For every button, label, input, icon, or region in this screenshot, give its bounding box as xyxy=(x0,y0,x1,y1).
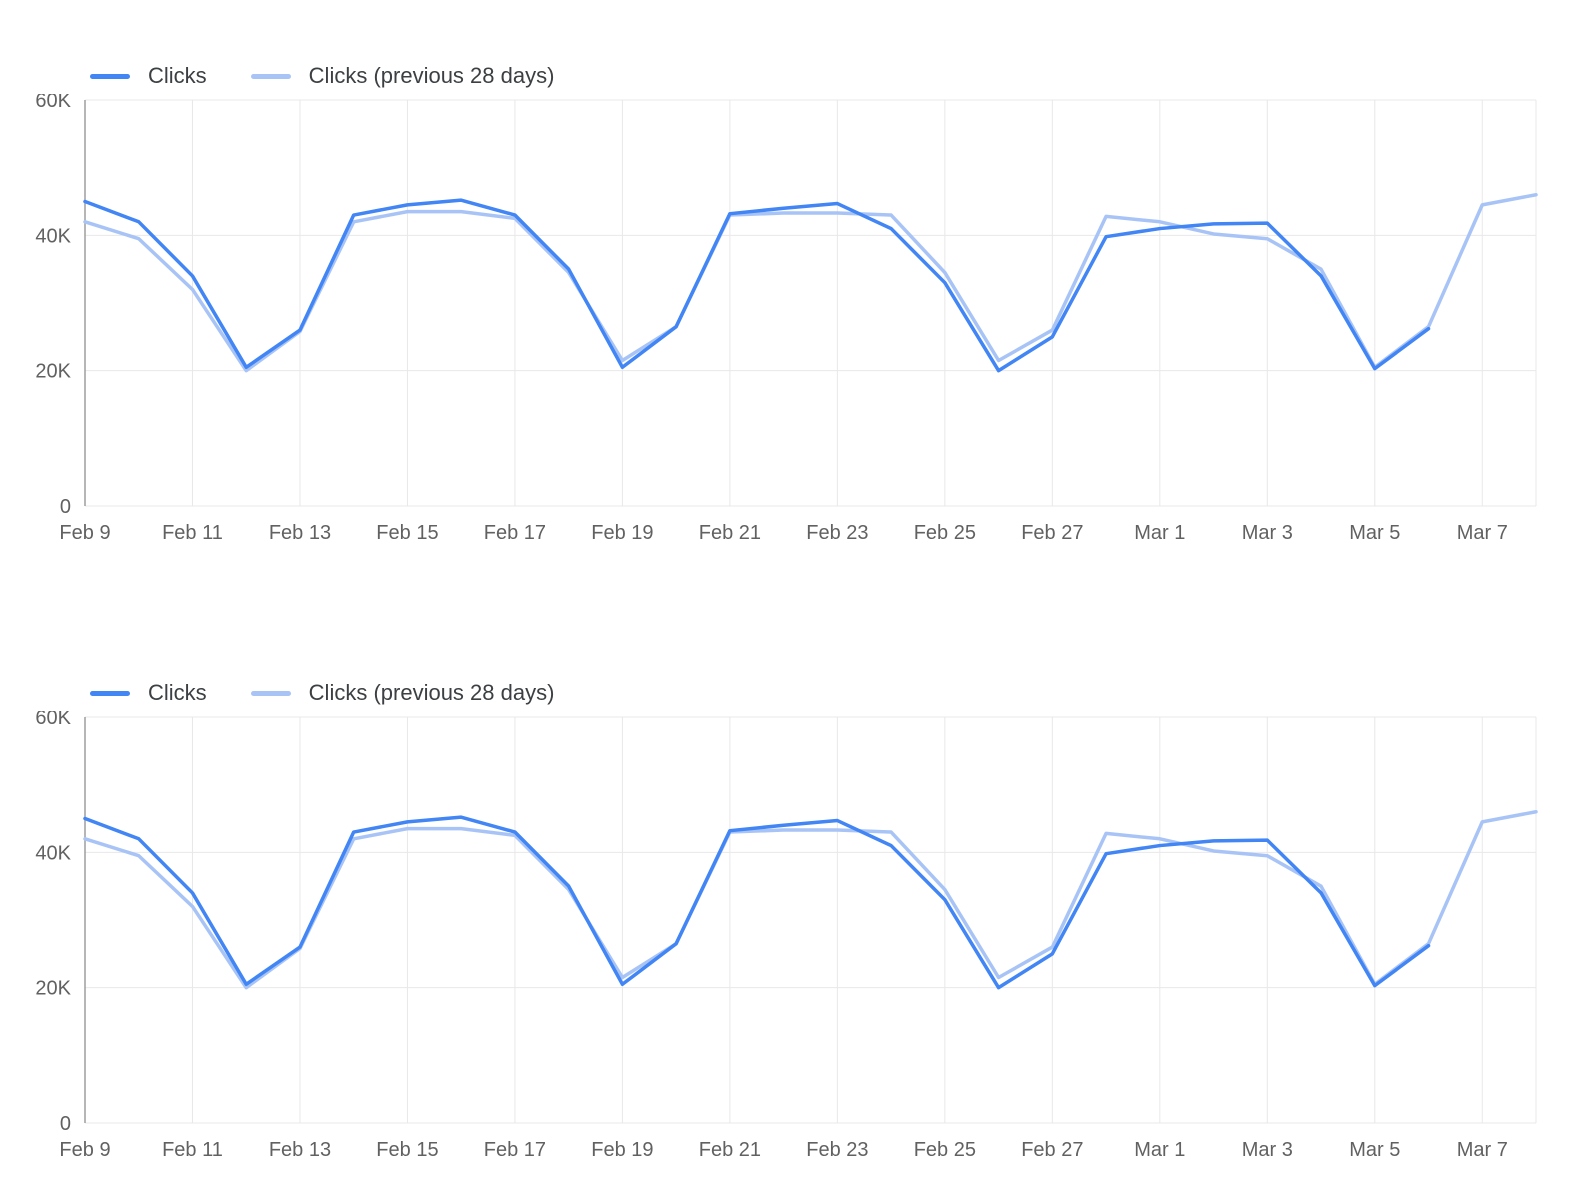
x-tick-label: Mar 3 xyxy=(1242,522,1293,544)
clicks-comparison-chart-bottom: Clicks Clicks (previous 28 days) Feb 9 Fe… xyxy=(0,675,1572,1181)
line-chart-canvas[interactable]: Feb 9 Feb 11 Feb 13 Feb 15 Feb 17 Feb 19 Feb 2… xyxy=(0,711,1572,1181)
legend-item-clicks[interactable]: Clicks xyxy=(90,682,207,704)
clicks-previous-series-swatch xyxy=(250,690,291,696)
clicks-previous-series-swatch xyxy=(250,73,291,79)
x-tick-label: Feb 11 xyxy=(162,522,223,544)
y-tick-label: 20K xyxy=(35,361,71,383)
x-tick-label: Feb 23 xyxy=(806,1139,868,1161)
x-tick-label: Feb 25 xyxy=(914,522,976,544)
chart-legend: Clicks Clicks (previous 28 days) xyxy=(0,675,1572,711)
x-tick-label: Feb 19 xyxy=(591,522,653,544)
x-tick-label: Mar 5 xyxy=(1349,1139,1400,1161)
y-tick-label: 40K xyxy=(35,225,71,247)
y-tick-label: 20K xyxy=(35,978,71,1000)
x-tick-label: Mar 5 xyxy=(1349,522,1400,544)
y-tick-label: 60K xyxy=(35,711,71,729)
x-tick-label: Feb 13 xyxy=(269,522,331,544)
legend-label-clicks-previous: Clicks (previous 28 days) xyxy=(308,63,555,88)
legend-label-clicks: Clicks xyxy=(148,680,207,705)
x-tick-label: Feb 17 xyxy=(484,1139,546,1161)
clicks-line xyxy=(83,815,1431,990)
x-tick-label: Feb 15 xyxy=(376,1139,438,1161)
x-tick-label: Feb 23 xyxy=(806,522,868,544)
x-tick-label: Feb 27 xyxy=(1021,1139,1083,1161)
legend-item-clicks-previous[interactable]: Clicks (previous 28 days) xyxy=(250,63,555,88)
x-tick-label: Feb 13 xyxy=(269,1139,331,1161)
x-tick-label: Feb 19 xyxy=(591,1139,653,1161)
legend-label-clicks-previous: Clicks (previous 28 days) xyxy=(308,680,555,705)
x-tick-label: Feb 27 xyxy=(1021,522,1083,544)
x-tick-label: Feb 21 xyxy=(699,1139,761,1161)
clicks-line xyxy=(83,198,1431,373)
legend-item-clicks-previous[interactable]: Clicks (previous 28 days) xyxy=(250,680,555,705)
x-tick-label: Feb 9 xyxy=(59,1139,110,1161)
x-tick-label: Mar 7 xyxy=(1457,522,1508,544)
x-tick-label: Feb 21 xyxy=(699,522,761,544)
chart-legend: Clicks Clicks (previous 28 days) xyxy=(0,58,1572,94)
x-tick-label: Mar 1 xyxy=(1134,522,1185,544)
clicks-series-swatch xyxy=(90,73,130,79)
x-tick-label: Feb 25 xyxy=(914,1139,976,1161)
y-tick-label: 0 xyxy=(60,496,71,518)
clicks-previous-28-days-line xyxy=(83,192,1538,373)
x-tick-label: Mar 7 xyxy=(1457,1139,1508,1161)
line-chart-canvas[interactable]: Feb 9 Feb 11 Feb 13 Feb 15 Feb 17 Feb 19 Feb 2… xyxy=(0,94,1572,564)
y-tick-label: 60K xyxy=(35,94,71,112)
x-tick-label: Feb 17 xyxy=(484,522,546,544)
x-tick-label: Mar 3 xyxy=(1242,1139,1293,1161)
y-tick-label: 40K xyxy=(35,842,71,864)
legend-label-clicks: Clicks xyxy=(148,63,207,88)
clicks-comparison-chart-top: Clicks Clicks (previous 28 days) Feb 9 Fe… xyxy=(0,58,1572,564)
x-tick-label: Feb 11 xyxy=(162,1139,223,1161)
x-tick-label: Mar 1 xyxy=(1134,1139,1185,1161)
x-tick-label: Feb 9 xyxy=(59,522,110,544)
clicks-previous-28-days-line xyxy=(83,809,1538,990)
legend-item-clicks[interactable]: Clicks xyxy=(90,65,207,87)
y-tick-label: 0 xyxy=(60,1113,71,1135)
clicks-series-swatch xyxy=(90,690,130,696)
x-tick-label: Feb 15 xyxy=(376,522,438,544)
